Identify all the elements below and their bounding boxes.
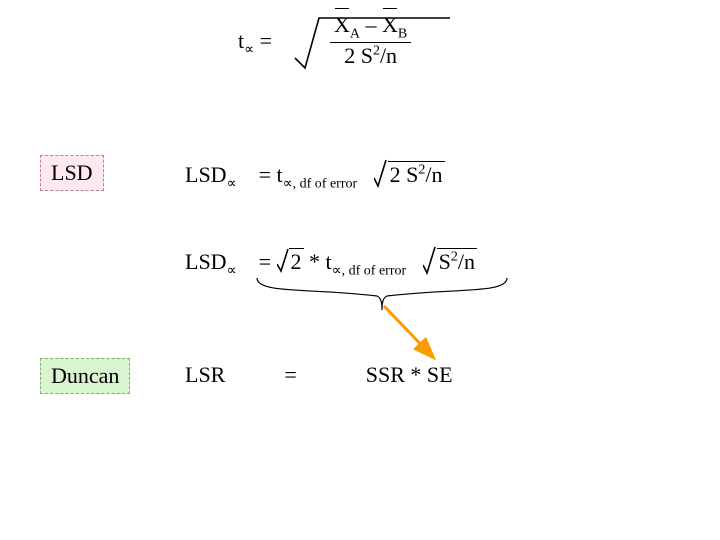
eq4-eq: =: [284, 362, 296, 387]
eq1-minus: –: [360, 12, 382, 37]
eq3-sqrt1: 2: [277, 247, 304, 275]
eq1-fraction: XA – XB 2 S2/n: [330, 12, 411, 69]
eq1-numerator: XA – XB: [330, 12, 411, 42]
eq1-xa: X: [334, 12, 350, 38]
lsd-label-text: LSD: [51, 160, 93, 185]
eq3-rad1-2: 2: [291, 249, 302, 274]
eq1-xb-x: X: [382, 12, 398, 37]
eq3-star-t: * t: [309, 249, 332, 274]
eq4: LSR = SSR * SE: [185, 362, 453, 388]
eq1-den-sup: 2: [373, 44, 380, 59]
eq3-rad1: 2: [289, 248, 304, 271]
eq4-rhs: SSR * SE: [366, 362, 453, 387]
eq3-rad2-s: S: [439, 249, 451, 274]
eq2-lhs-alpha: ∝: [227, 176, 237, 191]
eq1-xb: X: [382, 12, 398, 38]
eq3: LSD∝ = 2 * t∝, df of error S2/n: [185, 245, 477, 279]
eq2-eqt: = t: [259, 162, 283, 187]
eq1-denominator: 2 S2/n: [330, 42, 411, 69]
eq2-rad-n: /n: [425, 162, 442, 187]
eq2: LSD∝ = t∝, df of error 2 S2/n: [185, 158, 445, 192]
eq3-sqrt2: S2/n: [423, 245, 477, 275]
eq1-xa-x: X: [334, 12, 350, 37]
eq4-lhs: LSR: [185, 362, 225, 387]
eq2-rad-2s: 2 S: [390, 162, 419, 187]
eq3-eq: =: [259, 249, 277, 274]
eq3-rad2: S2/n: [437, 248, 477, 271]
eq1-eq: =: [254, 28, 272, 53]
eq2-lsd: LSD: [185, 162, 227, 187]
eq2-radicand: 2 S2/n: [388, 161, 445, 184]
eq2-t-alpha: ∝: [283, 176, 293, 191]
lsd-label: LSD: [40, 155, 104, 191]
duncan-label: Duncan: [40, 358, 130, 394]
eq2-dferr: , df of error: [293, 176, 358, 191]
eq1-alpha: ∝: [244, 42, 254, 57]
eq3-rad2-sup: 2: [451, 250, 458, 265]
eq3-lsd: LSD: [185, 249, 227, 274]
eq1-frac: XA – XB 2 S2/n: [330, 12, 411, 69]
eq1-lhs: t∝ =: [238, 28, 272, 58]
eq2-sqrt: 2 S2/n: [374, 158, 445, 188]
duncan-label-text: Duncan: [51, 363, 119, 388]
eq3-rad2-n: /n: [458, 249, 475, 274]
eq1-xa-sub: A: [350, 26, 360, 41]
eq1-xb-sub: B: [398, 26, 407, 41]
eq1-den-n: /n: [380, 43, 397, 68]
eq3-lhs-alpha: ∝: [227, 263, 237, 278]
eq1-den-2s: 2 S: [344, 43, 373, 68]
